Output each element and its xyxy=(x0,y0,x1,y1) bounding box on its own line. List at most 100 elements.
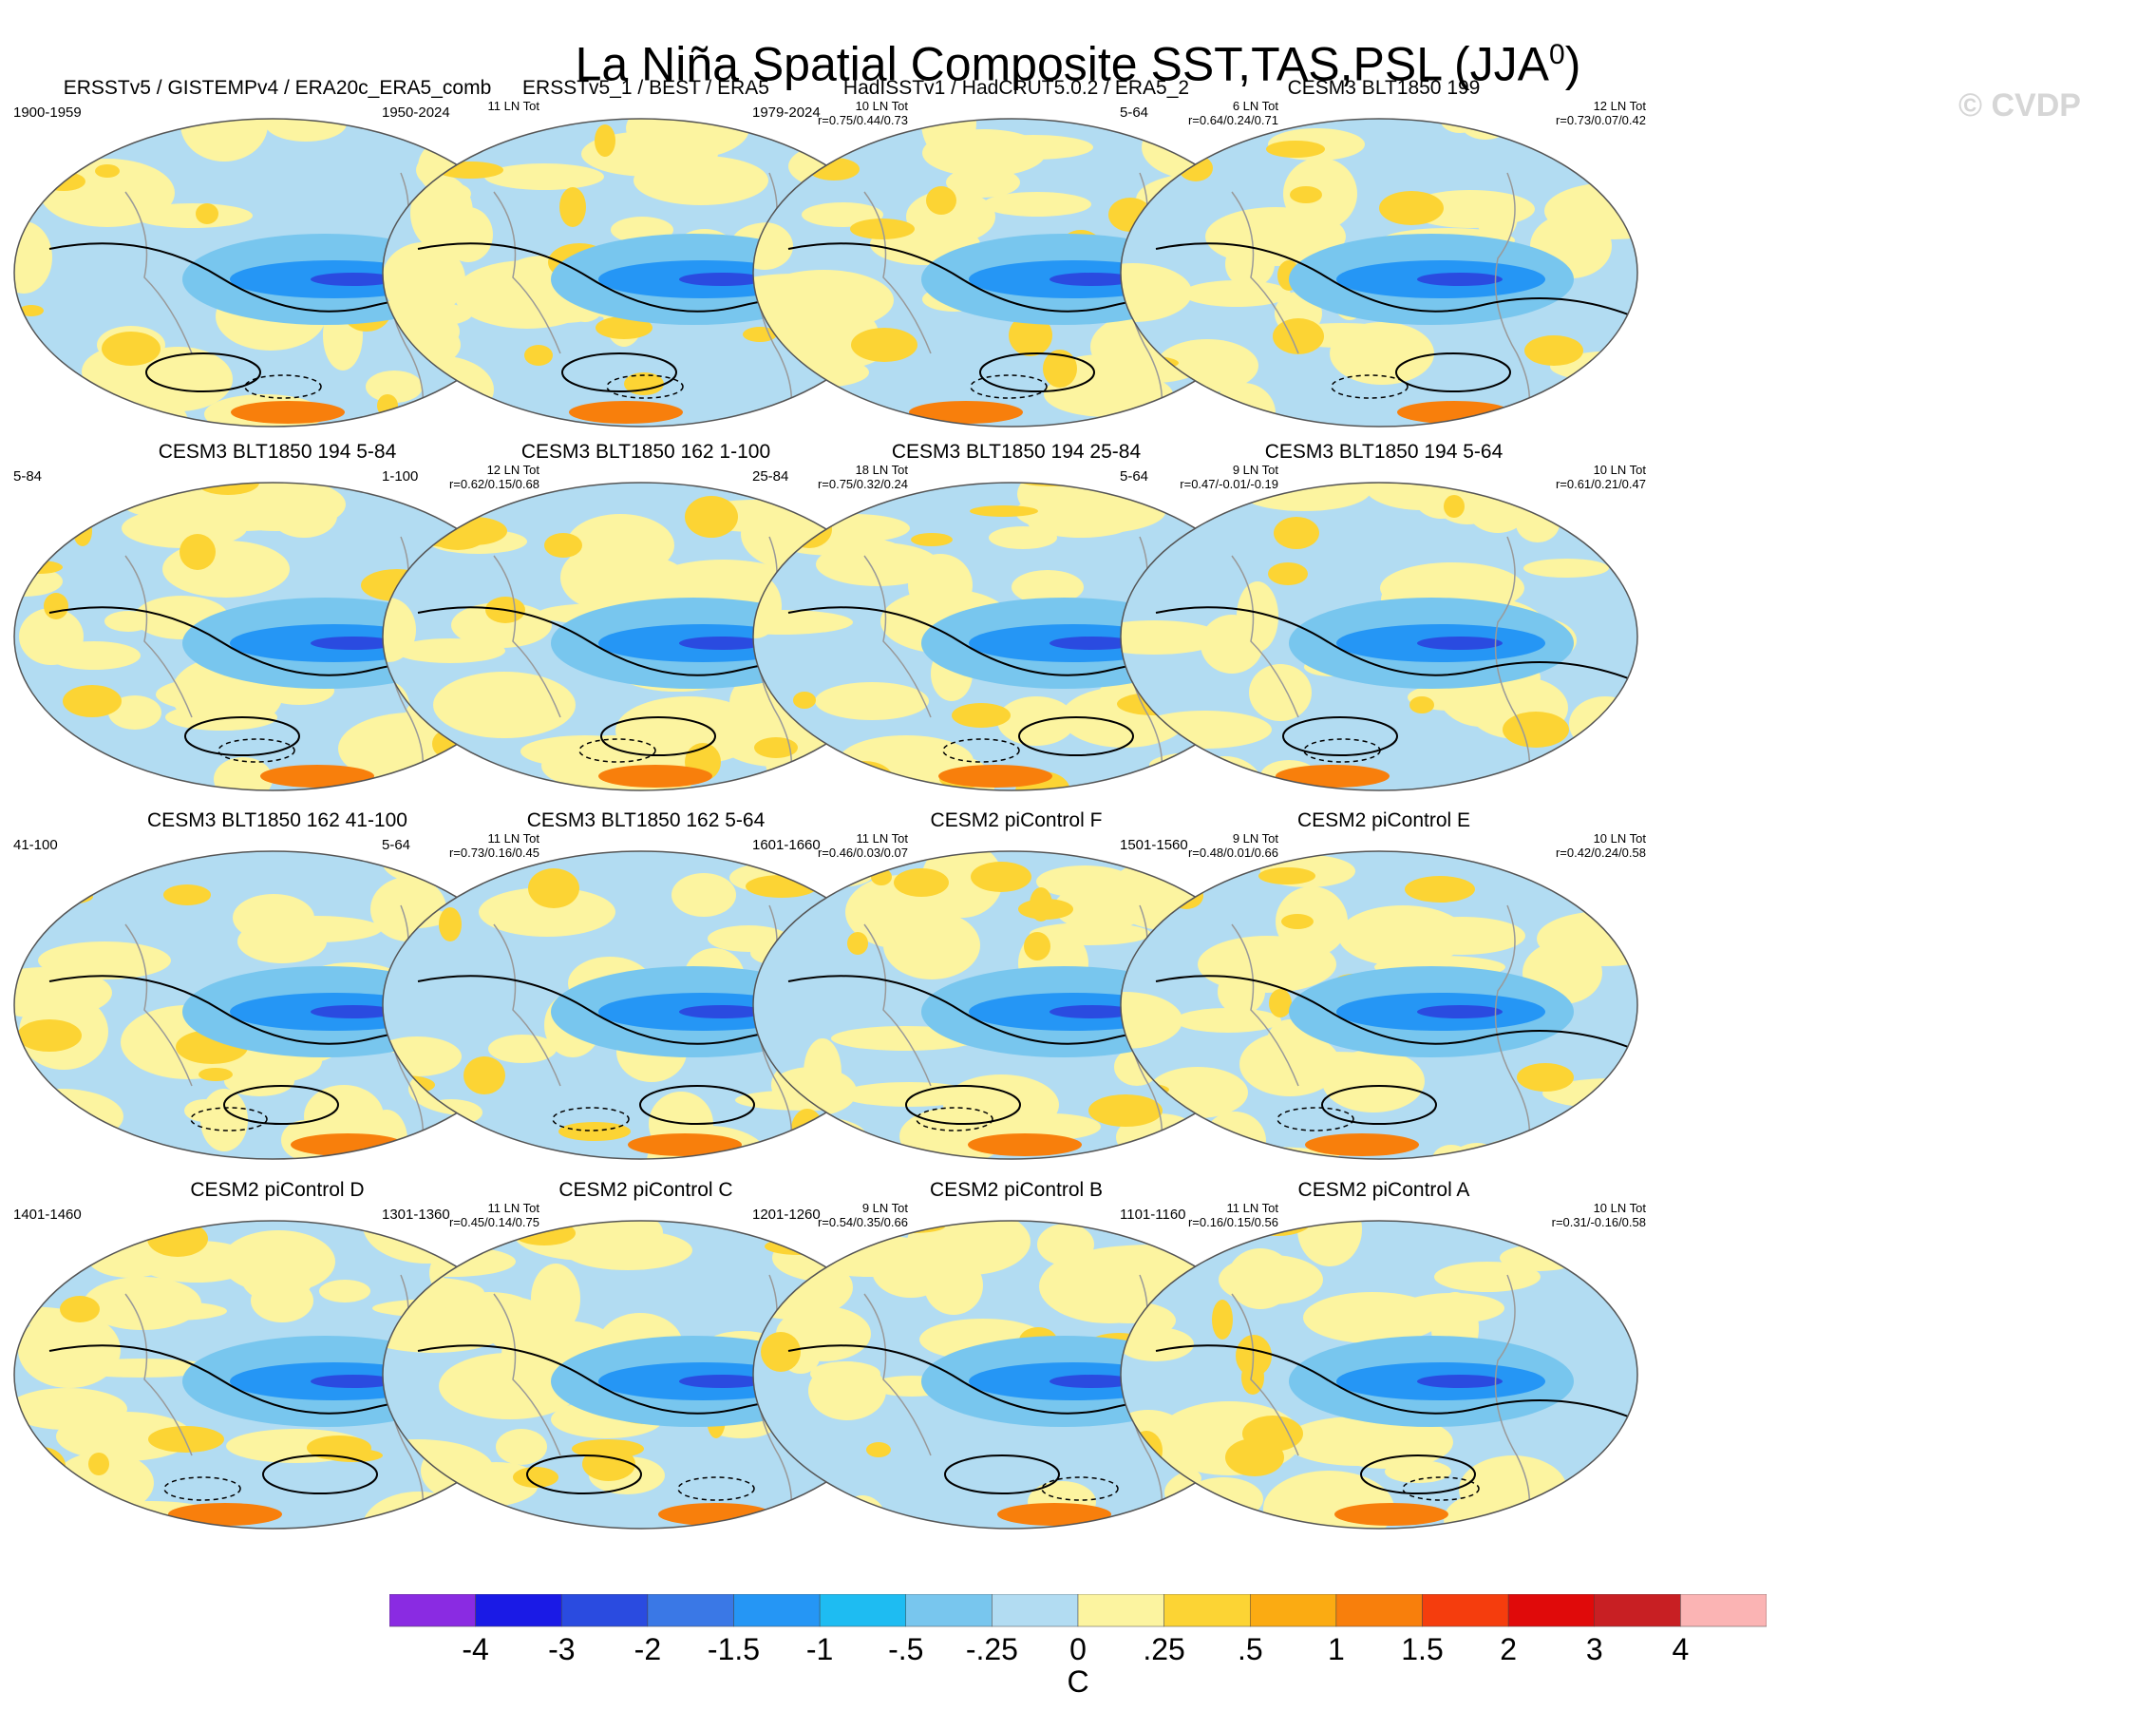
panel-correlation: r=0.42/0.24/0.58 xyxy=(1555,846,1646,860)
warm-anomaly xyxy=(938,765,1052,788)
panel-title: CESM2 piControl D xyxy=(190,1179,365,1201)
map-border xyxy=(1120,482,1638,791)
warm-anomaly xyxy=(1274,517,1319,549)
colorbar-swatch xyxy=(992,1594,1079,1627)
coastline xyxy=(1231,923,1299,1087)
warm-anomaly xyxy=(847,932,868,955)
warm-anomaly xyxy=(851,328,917,362)
panel-title: CESM3 BLT1850 194 5-64 xyxy=(1264,441,1504,463)
warm-anomaly xyxy=(1227,1248,1294,1309)
psl-contour xyxy=(526,1454,642,1494)
psl-contour-negative xyxy=(244,374,322,399)
colorbar-tick-label: 3 xyxy=(1585,1632,1603,1666)
coastline xyxy=(124,555,193,718)
psl-contour-negative xyxy=(1303,738,1381,763)
warm-anomaly xyxy=(1322,1050,1425,1112)
panel-title: CESM3 BLT1850 199 xyxy=(1287,77,1481,99)
psl-contour xyxy=(145,352,261,392)
warm-anomaly xyxy=(1121,620,1223,655)
warm-anomaly xyxy=(1444,495,1465,518)
cold-tongue xyxy=(679,1005,765,1018)
psl-contour-negative xyxy=(942,738,1020,763)
warm-anomaly xyxy=(383,1278,484,1308)
panel-period: 5-64 xyxy=(382,837,411,853)
warm-anomaly xyxy=(685,496,738,538)
warm-anomaly xyxy=(1569,1139,1637,1159)
panel-title: CESM3 BLT1850 194 5-84 xyxy=(158,441,397,463)
warm-anomaly xyxy=(60,1296,100,1322)
warm-anomaly xyxy=(488,1035,557,1063)
colorbar-swatch xyxy=(733,1594,821,1627)
warm-anomaly xyxy=(102,332,161,366)
warm-anomaly xyxy=(410,175,473,251)
warm-anomaly xyxy=(1147,1067,1248,1118)
warm-anomaly xyxy=(628,1133,742,1156)
warm-anomaly xyxy=(743,327,777,342)
psl-contour-negative xyxy=(970,374,1048,399)
cold-tongue xyxy=(1417,1005,1503,1018)
panel-title: CESM2 piControl E xyxy=(1296,809,1471,831)
warm-anomaly xyxy=(793,692,816,709)
panel-title: CESM3 BLT1850 162 41-100 xyxy=(147,809,407,831)
warm-anomaly xyxy=(29,1133,100,1159)
panel-count: 9 LN Tot xyxy=(861,1201,908,1215)
psl-contour xyxy=(561,352,677,392)
colorbar-units: C xyxy=(1067,1664,1089,1699)
warm-anomaly xyxy=(14,851,67,910)
psl-contour xyxy=(1155,242,1632,316)
colorbar-tick-label: -1.5 xyxy=(707,1632,761,1666)
warm-anomaly xyxy=(970,505,1038,517)
panel-period: 5-64 xyxy=(1120,468,1149,485)
warm-anomaly xyxy=(559,187,586,227)
warm-anomaly xyxy=(563,1230,692,1270)
coastline xyxy=(863,1293,932,1456)
colorbar-swatch xyxy=(1422,1594,1509,1627)
warm-anomaly xyxy=(73,516,92,546)
coastline xyxy=(493,555,561,718)
warm-anomaly xyxy=(1269,989,1292,1017)
warm-anomaly xyxy=(997,696,1075,746)
warm-anomaly xyxy=(1268,562,1308,585)
psl-contour-negative xyxy=(1277,1107,1354,1131)
colorbar-swatch xyxy=(1680,1594,1767,1627)
warm-anomaly xyxy=(324,1449,383,1462)
colorbar-tick-label: .5 xyxy=(1237,1632,1263,1666)
warm-anomaly xyxy=(1330,322,1434,385)
warm-anomaly xyxy=(780,864,873,888)
psl-contour xyxy=(184,716,300,756)
panel-title: ERSSTv5_1 / BEST / ERA5 xyxy=(522,77,769,99)
warm-anomaly xyxy=(14,221,52,294)
warm-anomaly xyxy=(265,119,347,142)
warm-anomaly xyxy=(894,868,949,897)
panel-correlation: r=0.61/0.21/0.47 xyxy=(1555,477,1646,491)
warm-anomaly xyxy=(971,862,1031,892)
panel-correlation: r=0.64/0.24/0.71 xyxy=(1187,113,1278,127)
warm-anomaly xyxy=(1266,141,1325,158)
panel-period: 25-84 xyxy=(752,468,789,485)
panel-period: 1601-1660 xyxy=(752,837,821,853)
warm-anomaly xyxy=(911,533,953,546)
warm-anomaly xyxy=(879,1221,945,1233)
warm-anomaly xyxy=(1405,876,1475,903)
warm-anomaly xyxy=(804,1038,842,1107)
warm-anomaly xyxy=(21,491,42,520)
warm-anomaly xyxy=(1297,1221,1362,1266)
colorbar-tick-label: -.25 xyxy=(965,1632,1018,1666)
warm-anomaly xyxy=(1175,1008,1281,1033)
coastline xyxy=(124,1293,193,1456)
panel-period: 5-64 xyxy=(1120,105,1149,121)
map-panel: CESM2 piControl E 1501-1560 10 LN Tot r=… xyxy=(1118,808,1650,1165)
warm-anomaly xyxy=(1527,1129,1569,1155)
warm-anomaly xyxy=(147,1221,208,1257)
coastline xyxy=(493,1293,561,1456)
warm-anomaly xyxy=(231,401,345,424)
warm-anomaly xyxy=(18,1312,121,1388)
coastline xyxy=(1231,555,1299,718)
colorbar xyxy=(389,1594,1767,1627)
warm-anomaly xyxy=(366,371,423,403)
warm-anomaly xyxy=(1130,1431,1163,1471)
warm-anomaly xyxy=(595,124,615,157)
panel-period: 1900-1959 xyxy=(13,105,82,121)
colorbar-tick-label: 1.5 xyxy=(1401,1632,1444,1666)
panel-correlation: r=0.31/-0.16/0.58 xyxy=(1551,1215,1646,1229)
